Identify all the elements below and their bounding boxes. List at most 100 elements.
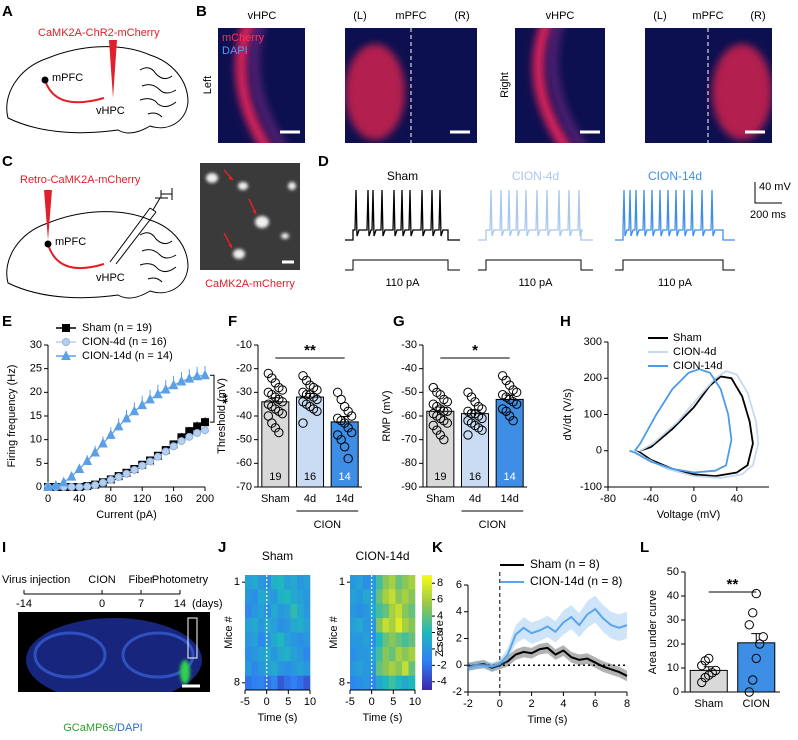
heatmap-cell bbox=[264, 675, 272, 691]
y-axis-label: Threshold (mV) bbox=[216, 378, 228, 454]
x-axis-label: Time (s) bbox=[363, 712, 403, 724]
y-tick-label: 15 bbox=[30, 410, 42, 422]
region-label: vHPC bbox=[96, 272, 125, 284]
marker bbox=[98, 437, 108, 448]
y-tick-label: 20 bbox=[30, 386, 42, 398]
heatmap-cell bbox=[389, 589, 396, 605]
projection bbox=[47, 243, 105, 269]
heatmap-cell bbox=[356, 646, 364, 662]
y-tick-label: 300 bbox=[584, 336, 602, 348]
series-line bbox=[467, 646, 628, 677]
data-point bbox=[270, 423, 281, 433]
data-point bbox=[439, 434, 449, 445]
category-label: 14d bbox=[335, 493, 353, 505]
brain-outline bbox=[6, 211, 189, 299]
panel-letter: E bbox=[2, 313, 12, 330]
panel-letter: C bbox=[2, 153, 13, 170]
data-point bbox=[501, 406, 511, 416]
data-point bbox=[477, 413, 487, 424]
stain-label: /DAPI bbox=[114, 722, 143, 734]
y-tick-label: 1 bbox=[234, 576, 240, 588]
n-label: 14 bbox=[339, 471, 351, 483]
marker bbox=[185, 432, 194, 441]
heatmap-cell bbox=[382, 603, 390, 619]
series-line bbox=[467, 607, 628, 669]
heatmap-cell bbox=[408, 603, 416, 619]
timeline-event: Fiber bbox=[128, 574, 153, 586]
phase-loop bbox=[629, 368, 733, 474]
data-point bbox=[432, 425, 442, 435]
marker bbox=[201, 426, 209, 435]
data-point bbox=[301, 375, 312, 386]
heatmap-cell bbox=[251, 603, 259, 619]
injection-needle bbox=[109, 40, 117, 98]
heatmap-cell bbox=[290, 646, 298, 662]
x-tick-label: 0 bbox=[369, 696, 375, 708]
heatmap-cell bbox=[356, 632, 364, 648]
category-label: 4d bbox=[304, 493, 316, 505]
heatmap-cell bbox=[303, 618, 311, 633]
data-point bbox=[435, 390, 446, 400]
error-band bbox=[468, 595, 627, 672]
timeline-event: Virus injection bbox=[2, 574, 70, 586]
marker bbox=[193, 422, 202, 431]
x-tick-label: -2 bbox=[463, 698, 473, 710]
heatmap-cell bbox=[271, 632, 278, 648]
timeline-event: Photometry bbox=[152, 574, 209, 586]
marker bbox=[113, 420, 124, 431]
panel-letter: B bbox=[196, 3, 207, 20]
heatmap-cell bbox=[369, 646, 377, 662]
x-axis-label: Voltage (mV) bbox=[657, 509, 721, 521]
image-label: CaMK2A-mCherry bbox=[205, 278, 295, 290]
y-axis-label: Area under curve bbox=[647, 590, 659, 674]
timeline-event: CION bbox=[88, 574, 116, 586]
marker bbox=[137, 399, 148, 410]
marker bbox=[176, 375, 187, 386]
heatmap-cell bbox=[271, 675, 278, 691]
data-point bbox=[470, 397, 480, 407]
hemisphere-label: Left bbox=[202, 76, 214, 94]
marker bbox=[58, 476, 69, 487]
heatmap-cell bbox=[402, 661, 409, 676]
heatmap-cell bbox=[251, 675, 259, 691]
marker bbox=[161, 447, 170, 456]
heatmap-cell bbox=[363, 675, 370, 691]
marker bbox=[74, 463, 85, 474]
heatmap-cell bbox=[369, 575, 377, 590]
data-point bbox=[501, 375, 511, 386]
panel-letter: A bbox=[2, 3, 13, 20]
y-tick-label: 30 bbox=[30, 339, 42, 351]
heatmap-title: Sham bbox=[262, 549, 293, 563]
heatmap-cell bbox=[264, 575, 272, 590]
y-tick-label: -90 bbox=[401, 481, 417, 493]
data-point bbox=[343, 453, 353, 464]
y-tick-label: 100 bbox=[584, 408, 602, 420]
bar bbox=[330, 421, 359, 488]
category-label: Sham bbox=[694, 698, 723, 710]
heatmap-cell bbox=[251, 589, 259, 605]
n-label: 19 bbox=[434, 471, 446, 483]
heatmap-cell bbox=[389, 575, 396, 590]
stimulus-step bbox=[615, 259, 735, 271]
data-point bbox=[428, 382, 439, 393]
marker bbox=[168, 379, 179, 390]
stimulus-step bbox=[345, 259, 460, 271]
phase-loop bbox=[634, 370, 760, 479]
heatmap-cell bbox=[303, 603, 311, 619]
marker bbox=[91, 481, 100, 490]
scale-bar bbox=[754, 182, 782, 204]
hemisphere-label: Right bbox=[499, 72, 511, 98]
n-label: 19 bbox=[269, 471, 281, 483]
group-label: CION bbox=[314, 519, 342, 531]
timeline-day: 0 bbox=[99, 598, 105, 610]
heatmap-cell bbox=[271, 575, 278, 590]
heatmap-cell bbox=[245, 632, 252, 648]
x-tick-label: 2 bbox=[529, 698, 535, 710]
data-point bbox=[346, 411, 357, 421]
y-tick-label: 0 bbox=[596, 445, 602, 457]
heatmap-cell bbox=[258, 646, 265, 662]
heatmap-cell bbox=[258, 589, 265, 605]
construct-label: Retro-CaMK2A-mCherry bbox=[20, 174, 141, 186]
heatmap-cell bbox=[356, 575, 364, 590]
